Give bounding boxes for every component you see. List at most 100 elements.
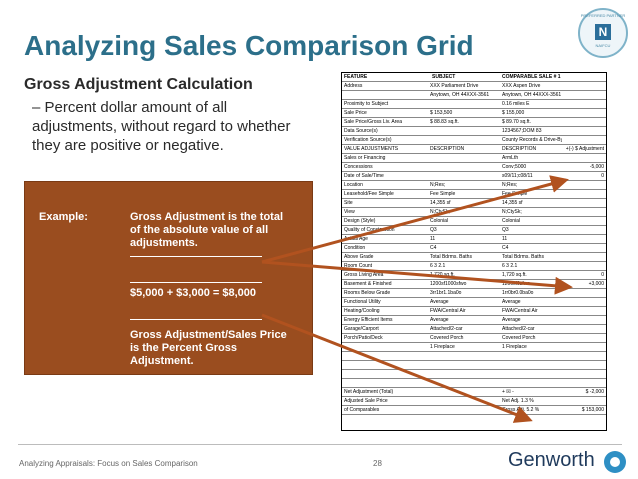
grid-cell-comparable: C4 (502, 245, 509, 251)
grid-cell-feature: Site (344, 200, 353, 206)
grid-cell-subject: $ 88.83 sq.ft. (430, 119, 459, 125)
grid-cell-comparable: Gross Adj. 5.2 % (502, 407, 540, 413)
logo-bottom-text: NAIFCU (595, 43, 611, 48)
grid-cell-adjustment (564, 361, 604, 369)
grid-row: Anytown, OH 44XXX-3561 Anytown, OH 44XXX-… (342, 91, 606, 100)
grid-cell-comparable: 1 Fireplace (502, 344, 527, 350)
grid-cell-feature (344, 343, 428, 351)
grid-cell-subject: 1,720 sq.ft. (430, 272, 455, 278)
grid-cell-adjustment (564, 316, 604, 324)
example-calc: $5,000 + $3,000 = $8,000 (130, 287, 257, 299)
grid-row: Design (Style) Colonial Colonial (342, 217, 606, 226)
grid-cell-feature: Quality of Construction (344, 227, 395, 233)
example-underline-1 (130, 256, 262, 257)
grid-cell-subject: 1200sf1000sfwo (430, 281, 467, 287)
grid-cell-feature: Sale Price/Gross Liv. Area (344, 119, 402, 125)
bullet-text: – Percent dollar amount of all adjustmen… (32, 99, 291, 154)
grid-cell-comparable: 1,720 sq.ft. (502, 272, 527, 278)
grid-row (342, 379, 606, 388)
grid-cell-comparable: Net Adj. 1.3 % (502, 398, 534, 404)
grid-cell-adjustment: $ -2,000 (585, 389, 604, 395)
grid-row: Functional Utility Average Average (342, 298, 606, 307)
grid-row: Site 14,355 sf 14,355 sf (342, 199, 606, 208)
grid-cell-adjustment (564, 154, 604, 162)
grid-cell-comparable: s09/11;c08/11 (502, 173, 533, 179)
grid-cell-comparable: N;Res; (502, 182, 518, 188)
grid-cell-subject: Attached/2-car (430, 326, 463, 332)
grid-cell-subject: N;Res; (430, 182, 446, 188)
grid-cell-subject (430, 136, 500, 144)
grid-row: Data Source(s) 1234567;DOM 83 (342, 127, 606, 136)
grid-row: Above Grade Total Bdrms. Baths Total Bdrms… (342, 253, 606, 262)
grid-cell-comparable: XXX Aspen Drive (502, 83, 541, 89)
grid-row: Net Adjustment (Total) + ☒ - $ -2,000 (342, 388, 606, 397)
grid-cell-subject (430, 154, 500, 162)
grid-row: Energy Efficient Items Average Average (342, 316, 606, 325)
genworth-logo-text: Genworth (508, 449, 595, 471)
grid-cell-adjustment (564, 334, 604, 342)
grid-cell-adjustment (564, 208, 604, 216)
sales-comparison-grid: FEATURE SUBJECT COMPARABLE SALE # 1 Addr… (341, 72, 607, 431)
grid-cell-feature: Proximity to Subject (344, 101, 389, 107)
grid-cell-comparable: Average (502, 299, 521, 305)
grid-cell-subject: DESCRIPTION (430, 146, 465, 152)
grid-cell-feature (344, 91, 428, 99)
grid-cell-feature: VALUE ADJUSTMENTS (344, 146, 399, 152)
grid-cell-comparable: 11 (502, 236, 508, 242)
grid-row (342, 352, 606, 361)
example-label: Example: (39, 211, 88, 223)
grid-cell-subject (430, 379, 500, 387)
grid-cell-subject (430, 406, 500, 414)
example-underline-2 (130, 282, 262, 283)
grid-cell-subject: $ 153,500 (430, 110, 453, 116)
grid-cell-adjustment (564, 352, 604, 360)
grid-cell-feature: View (344, 209, 355, 215)
grid-cell-feature: Data Source(s) (344, 128, 378, 134)
grid-cell-feature: Garage/Carport (344, 326, 379, 332)
grid-cell-adjustment (564, 226, 604, 234)
grid-cell-feature: Net Adjustment (Total) (344, 389, 394, 395)
grid-cell-feature: Design (Style) (344, 218, 376, 224)
grid-row: Sale Price $ 153,500 $ 155,000 (342, 109, 606, 118)
grid-cell-subject (430, 127, 500, 135)
grid-header-comparable: COMPARABLE SALE # 1 (502, 74, 561, 80)
grid-cell-subject (430, 370, 500, 378)
grid-cell-comparable: DESCRIPTION (502, 146, 537, 152)
grid-cell-comparable: Q3 (502, 227, 509, 233)
grid-cell-subject: FWA/Central Air (430, 308, 466, 314)
grid-cell-adjustment (564, 181, 604, 189)
logo-top-text: PREFERRED PARTNER (580, 13, 626, 18)
grid-cell-adjustment (564, 100, 604, 108)
grid-cell-feature: Room Count (344, 263, 373, 269)
grid-row: of Comparables Gross Adj. 5.2 % $ 153,000 (342, 406, 606, 415)
grid-cell-subject: 6 3 2.1 (430, 263, 446, 269)
grid-cell-adjustment (564, 82, 604, 90)
grid-cell-adjustment (564, 253, 604, 261)
grid-cell-comparable: $ 155,000 (502, 110, 525, 116)
grid-cell-comparable (502, 361, 562, 369)
grid-cell-adjustment (564, 397, 604, 405)
grid-cell-adjustment (564, 199, 604, 207)
grid-cell-subject: Covered Porch (430, 335, 464, 341)
grid-cell-comparable: County Records & Drive-By (502, 137, 562, 143)
grid-cell-adjustment (564, 289, 604, 297)
grid-row (342, 361, 606, 370)
grid-cell-feature: Adjusted Sale Price (344, 398, 388, 404)
grid-cell-feature: Sale Price (344, 110, 367, 116)
grid-cell-feature: Sales or Financing (344, 155, 386, 161)
grid-cell-subject: Fee Simple (430, 191, 456, 197)
grid-cell-adjustment (564, 190, 604, 198)
grid-row: Address XXX Parliament Drive XXX Aspen Dri… (342, 82, 606, 91)
grid-cell-feature: Verification Source(s) (344, 137, 392, 143)
grid-header-feature: FEATURE (344, 74, 368, 80)
grid-cell-feature: Address (344, 83, 363, 89)
grid-cell-subject (430, 361, 500, 369)
grid-cell-comparable: Conv;5000 (502, 164, 527, 170)
grid-cell-comparable: $ 89.70 sq.ft. (502, 119, 531, 125)
grid-row: Proximity to Subject 0.16 miles E (342, 100, 606, 109)
grid-cell-adjustment (564, 136, 604, 144)
grid-cell-adjustment (564, 217, 604, 225)
slide-title: Analyzing Sales Comparison Grid (24, 30, 474, 61)
grid-row: Heating/Cooling FWA/Central Air FWA/Centra… (342, 307, 606, 316)
grid-cell-feature: Rooms Below Grade (344, 290, 391, 296)
